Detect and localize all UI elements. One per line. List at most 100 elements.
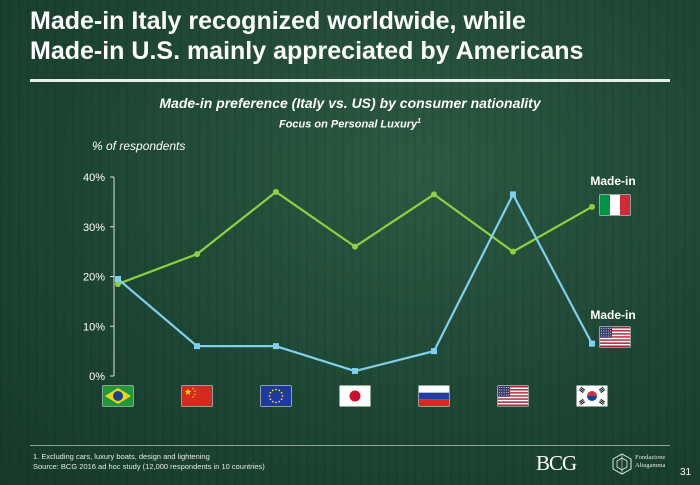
eu-star-3 — [275, 401, 277, 404]
chart-title: Made-in preference (Italy vs. US) by con… — [159, 95, 541, 111]
korea-trigram-bar — [598, 386, 604, 391]
us-stripe-3 — [498, 390, 528, 393]
altagamma-emblem-icon — [612, 453, 632, 475]
china-small-star-1 — [193, 389, 197, 392]
category-korea-flag — [576, 385, 608, 407]
korea-trigram-3 — [598, 398, 606, 405]
us-stripe-6 — [600, 336, 630, 338]
data-point-us-2 — [273, 343, 279, 350]
us-star — [503, 394, 505, 396]
us-stripe-0 — [600, 327, 630, 329]
us-star — [601, 330, 602, 332]
china-field — [182, 386, 212, 406]
us-star — [605, 330, 607, 332]
us-stripe-5 — [498, 393, 528, 396]
korea-trigram-bar — [579, 400, 585, 404]
category-eu-flag — [260, 385, 292, 407]
eu-star-8 — [271, 389, 274, 392]
korea-trigram-2 — [578, 398, 586, 405]
us-stripe-11 — [498, 402, 528, 405]
us-star — [499, 392, 500, 393]
us-star — [607, 328, 609, 329]
us-canton — [600, 327, 612, 338]
slide-title: Made-in Italy recognized worldwide, whil… — [30, 6, 680, 66]
us-star — [607, 335, 609, 337]
altagamma-logo: Fondazione Altagamma — [612, 453, 672, 475]
footnote-marker: 1 — [417, 118, 422, 125]
us-star — [610, 328, 612, 329]
legend-italy-flag — [599, 194, 631, 216]
altagamma-logo-line-2: Altagamma — [635, 462, 666, 469]
us-stripe-6 — [498, 395, 528, 397]
eu-field — [261, 386, 291, 406]
korea-taeguk-blue — [587, 396, 597, 401]
us-stripe-8 — [600, 339, 630, 341]
eu-star-4 — [271, 400, 274, 403]
y-tick-label: 30% — [83, 222, 105, 234]
eu-star-5 — [269, 398, 272, 401]
us-star — [503, 387, 505, 388]
china-small-star-2 — [193, 393, 197, 396]
us-star — [605, 333, 607, 334]
footnote-source: Source: BCG 2016 ad hoc study (12,000 re… — [33, 462, 265, 471]
korea-trigram-bar — [599, 388, 605, 392]
us-stripe-0 — [498, 386, 528, 388]
y-tick-label: 20% — [83, 272, 105, 284]
us-star — [505, 394, 507, 396]
us-star — [605, 335, 607, 337]
y-tick-label: 0% — [89, 371, 105, 383]
korea-trigram-0 — [578, 386, 586, 393]
data-point-us-4 — [431, 348, 437, 355]
italy-white-band — [610, 195, 620, 215]
us-star — [503, 389, 505, 391]
us-star — [505, 389, 507, 391]
us-star — [610, 333, 612, 334]
us-stripe-7 — [600, 337, 630, 340]
us-star — [508, 394, 510, 396]
us-star — [499, 387, 500, 388]
us-star — [605, 328, 607, 329]
footnote-1: 1. Excluding cars, luxury boats, design … — [33, 452, 210, 461]
slide-title-line-2: Made-in U.S. mainly appreciated by Ameri… — [30, 37, 584, 65]
us-star — [503, 392, 505, 393]
data-point-italy-0 — [115, 280, 121, 287]
us-star — [607, 330, 609, 332]
us-star — [501, 387, 503, 388]
china-big-star — [184, 388, 192, 395]
eu-star-1 — [280, 398, 283, 401]
data-point-us-5 — [510, 191, 516, 198]
us-star — [610, 335, 612, 337]
legend-us-flag — [599, 326, 631, 348]
us-stripe-1 — [600, 328, 630, 331]
category-japan-flag — [339, 385, 371, 407]
us-star — [603, 330, 605, 332]
korea-taeguk-red — [587, 391, 597, 396]
eu-star-0 — [281, 395, 284, 397]
korea-trigram-bar — [579, 388, 585, 392]
eu-star-11 — [280, 391, 283, 394]
russia-white-band — [419, 386, 449, 393]
us-stripe-2 — [600, 330, 630, 332]
us-star — [501, 392, 503, 393]
us-star — [603, 333, 605, 334]
korea-trigram-bar — [598, 401, 604, 405]
brazil-globe — [113, 391, 123, 401]
data-point-italy-2 — [273, 188, 279, 195]
russia-red-band — [419, 399, 449, 406]
us-star — [603, 335, 605, 337]
us-stripe-12 — [498, 404, 528, 407]
us-stripe-12 — [600, 345, 630, 348]
title-divider — [30, 79, 670, 82]
us-star — [603, 328, 605, 329]
data-point-italy-3 — [352, 243, 358, 250]
us-stripe-9 — [600, 340, 630, 343]
japan-sun — [349, 390, 361, 402]
korea-trigram-bar — [600, 389, 606, 393]
eu-star-10 — [278, 389, 281, 392]
us-stripe-3 — [600, 331, 630, 334]
eu-star-2 — [278, 400, 281, 403]
korea-trigram-bar — [599, 400, 605, 404]
y-axis-label: % of respondents — [92, 139, 186, 153]
data-point-us-1 — [194, 343, 200, 350]
